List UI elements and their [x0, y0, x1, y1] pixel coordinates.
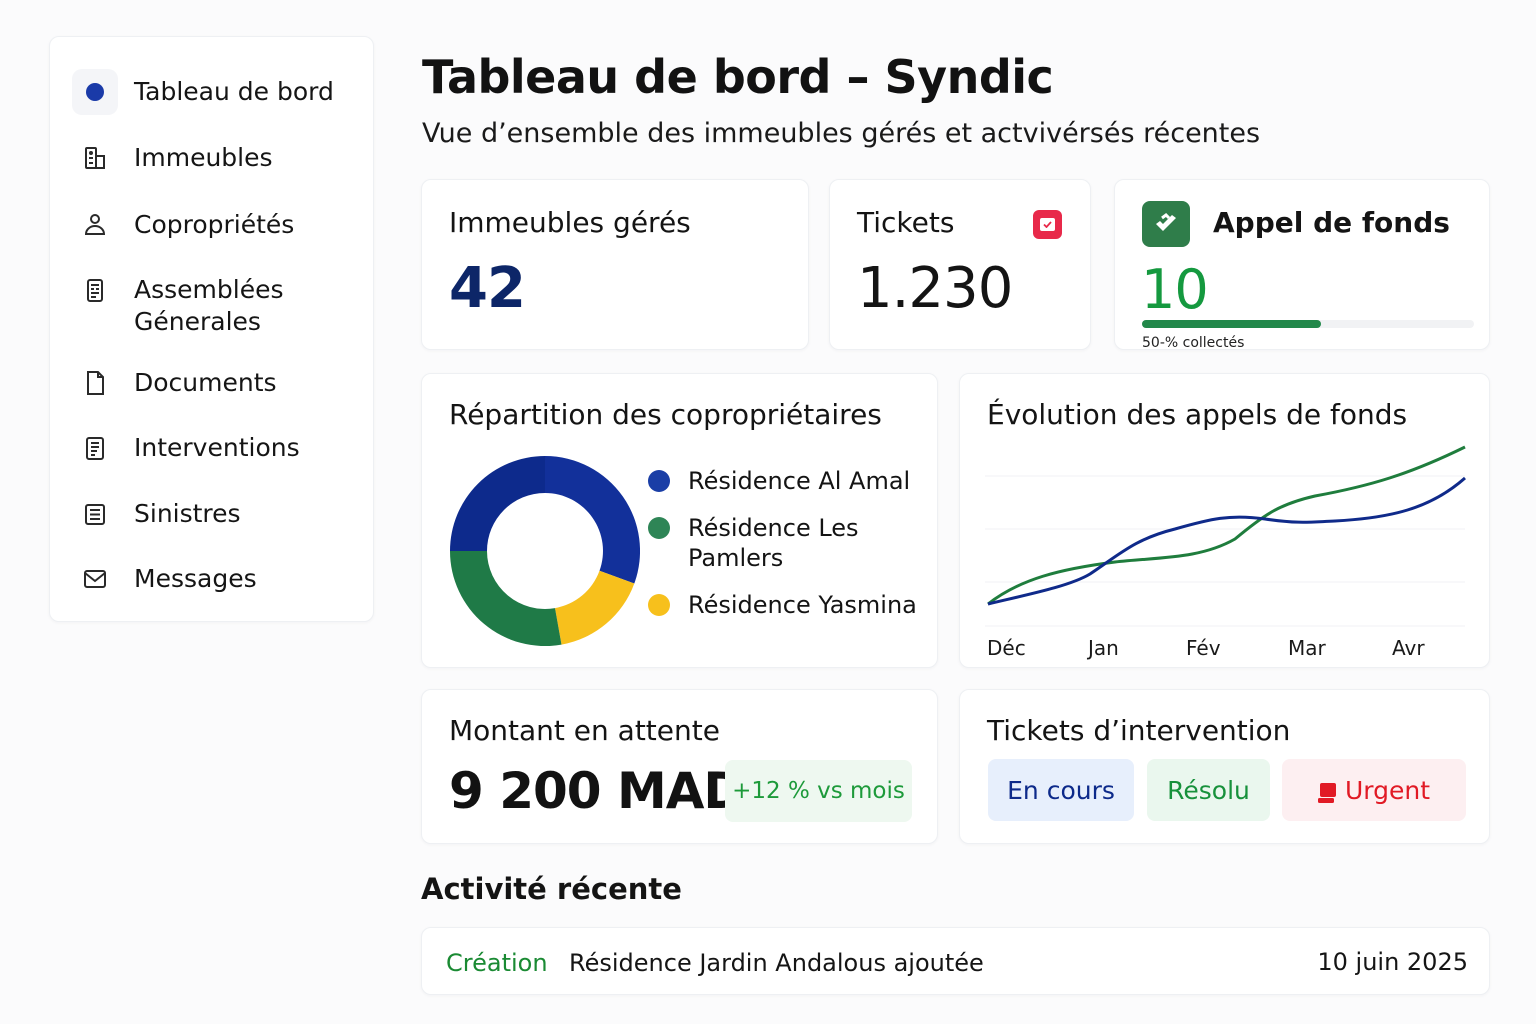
delta-badge: +12 % vs mois — [725, 760, 912, 822]
clipboard-icon — [72, 267, 118, 313]
sidebar-item-coproprietes[interactable]: Copropriétés — [72, 209, 354, 248]
button-label: Urgent — [1344, 775, 1431, 805]
sidebar-item-messages[interactable]: Messages — [72, 563, 354, 602]
sidebar: Tableau de bord Immeubles Copropriétés A… — [49, 36, 374, 622]
x-axis-label: Fév — [1186, 636, 1221, 660]
status-resolu-button[interactable]: Résolu — [1147, 759, 1270, 821]
sidebar-item-label: Tableau de bord — [134, 77, 334, 106]
series-green-line — [987, 445, 1466, 606]
sidebar-item-label: Copropriétés — [134, 210, 295, 239]
document-list-icon — [72, 491, 118, 537]
kpi-card-immeubles[interactable]: Immeubles gérés 42 — [421, 179, 809, 350]
kpi-value: 42 — [449, 256, 526, 321]
sidebar-item-sinistres[interactable]: Sinistres — [72, 498, 354, 537]
dot-icon — [72, 69, 118, 115]
pending-amount-card: Montant en attente 9 200 MAD +12 % vs mo… — [421, 689, 938, 844]
chart-card-evolution: Évolution des appels de fonds Déc Jan Fé… — [959, 373, 1490, 668]
slice-al-amal[interactable] — [450, 456, 545, 551]
status-en-cours-button[interactable]: En cours — [988, 759, 1134, 821]
sidebar-item-label: Immeubles — [134, 143, 273, 172]
sidebar-item-assemblees-generales[interactable]: Assemblées Génerales — [72, 274, 354, 338]
kpi-label: Tickets — [857, 206, 955, 239]
kpi-label: Immeubles gérés — [449, 206, 691, 239]
page-title: Tableau de bord – Syndic — [422, 50, 1054, 104]
button-label: En cours — [1007, 775, 1115, 805]
chart-card-repartition: Répartition des copropriétaires Résidenc… — [421, 373, 938, 668]
collection-progress-bar — [1142, 320, 1474, 328]
legend-dot-green — [648, 517, 670, 539]
sidebar-item-label: Documents — [134, 368, 277, 397]
status-urgent-button[interactable]: Urgent — [1282, 759, 1466, 821]
sidebar-item-immeubles[interactable]: Immeubles — [72, 142, 354, 181]
button-label: Résolu — [1167, 775, 1250, 805]
building-icon — [72, 135, 118, 181]
series-blue-line — [987, 476, 1466, 606]
legend-item: Résidence Yasmina — [648, 590, 917, 620]
sidebar-item-label: Interventions — [134, 433, 300, 462]
chart-legend: Résidence Al Amal Résidence Les Pamlers … — [648, 466, 917, 637]
sidebar-item-documents[interactable]: Documents — [72, 367, 354, 406]
user-icon — [72, 202, 118, 248]
x-axis-label: Déc — [987, 636, 1026, 660]
check-badge-icon — [1142, 201, 1190, 247]
envelope-icon — [72, 556, 118, 602]
activity-description: Résidence Jardin Andalous ajoutée — [569, 949, 984, 977]
x-axis-label: Mar — [1288, 636, 1326, 660]
kpi-value: 1.230 — [857, 256, 1013, 321]
x-axis-label: Avr — [1392, 636, 1425, 660]
kpi-card-appel-de-fonds[interactable]: Appel de fonds 10 50-% collectés — [1114, 179, 1490, 351]
legend-label: Résidence Les Pamlers — [688, 514, 859, 572]
slice-al-amal[interactable] — [545, 456, 640, 584]
amount-value: 9 200 MAD — [449, 762, 745, 820]
activity-type: Création — [446, 949, 548, 977]
sidebar-item-label: Assemblées Génerales — [134, 275, 284, 336]
slice-yasmina[interactable] — [555, 570, 635, 645]
donut-chart[interactable] — [450, 456, 640, 646]
page-subtitle: Vue d’ensemble des immeubles gérés et ac… — [422, 118, 1261, 149]
kpi-value: 10 — [1141, 258, 1209, 321]
legend-item: Résidence Al Amal — [648, 466, 917, 496]
chart-title: Répartition des copropriétaires — [449, 398, 882, 431]
legend-label: Résidence Yasmina — [688, 591, 917, 619]
file-icon — [72, 360, 118, 406]
checkbox-icon — [1033, 210, 1062, 239]
kpi-label: Appel de fonds — [1213, 206, 1450, 239]
activity-date: 10 juin 2025 — [1317, 948, 1468, 976]
document-lines-icon — [72, 425, 118, 471]
intervention-tickets-card: Tickets d’intervention En cours Résolu U… — [959, 689, 1490, 844]
slice-les-pamlers[interactable] — [450, 551, 562, 646]
chart-title: Évolution des appels de fonds — [987, 398, 1408, 431]
progress-caption: 50-% collectés — [1142, 335, 1245, 351]
progress-fill — [1142, 320, 1322, 328]
legend-dot-yellow — [648, 594, 670, 616]
line-chart[interactable] — [960, 374, 1491, 669]
sidebar-item-interventions[interactable]: Interventions — [72, 432, 354, 471]
alert-icon — [1317, 780, 1337, 803]
sidebar-item-tableau-de-bord[interactable]: Tableau de bord — [72, 69, 354, 115]
card-title: Tickets d’intervention — [987, 714, 1291, 747]
sidebar-item-label: Messages — [134, 564, 257, 593]
sidebar-item-label: Sinistres — [134, 499, 241, 528]
kpi-card-tickets[interactable]: Tickets 1.230 — [829, 179, 1091, 350]
section-title-activite: Activité récente — [421, 872, 682, 906]
x-axis-label: Jan — [1088, 636, 1119, 660]
legend-label: Résidence Al Amal — [688, 467, 911, 495]
activity-list-item[interactable]: Création Résidence Jardin Andalous ajout… — [421, 927, 1490, 995]
amount-label: Montant en attente — [449, 714, 720, 747]
legend-item: Résidence Les Pamlers — [648, 513, 917, 573]
legend-dot-blue — [648, 470, 670, 492]
